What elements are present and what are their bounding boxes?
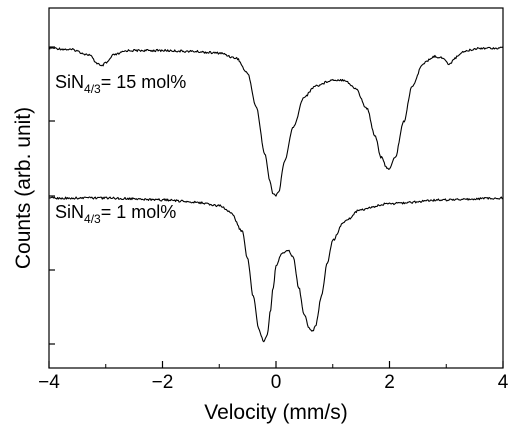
x-tick-label: 0	[271, 372, 282, 393]
series-label: SiN4/3= 15 mol%	[55, 72, 186, 96]
series-label-rest: = 1 mol%	[101, 202, 177, 222]
series-label-subscript: 4/3	[84, 82, 101, 96]
series-label: SiN4/3= 1 mol%	[55, 202, 176, 226]
x-tick-label: −4	[38, 372, 60, 393]
x-tick-label: 4	[498, 372, 509, 393]
y-axis-title: Counts (arb. unit)	[12, 107, 35, 269]
series-line	[48, 196, 504, 343]
plot-frame	[48, 7, 504, 369]
series-label-rest: = 15 mol%	[101, 72, 187, 92]
x-axis-title: Velocity (mm/s)	[204, 401, 348, 424]
x-tick-label: 2	[384, 372, 395, 393]
series-line	[48, 46, 504, 197]
series-label-main: SiN	[55, 72, 84, 92]
series-label-main: SiN	[55, 202, 84, 222]
y-axis-ticks	[49, 46, 55, 345]
series-label-subscript: 4/3	[84, 212, 101, 226]
series-layer: SiN4/3= 15 mol%SiN4/3= 1 mol%	[48, 46, 504, 343]
x-axis-ticks: −4 −2 0 2 4	[38, 361, 509, 393]
x-tick-label: −2	[152, 372, 174, 393]
